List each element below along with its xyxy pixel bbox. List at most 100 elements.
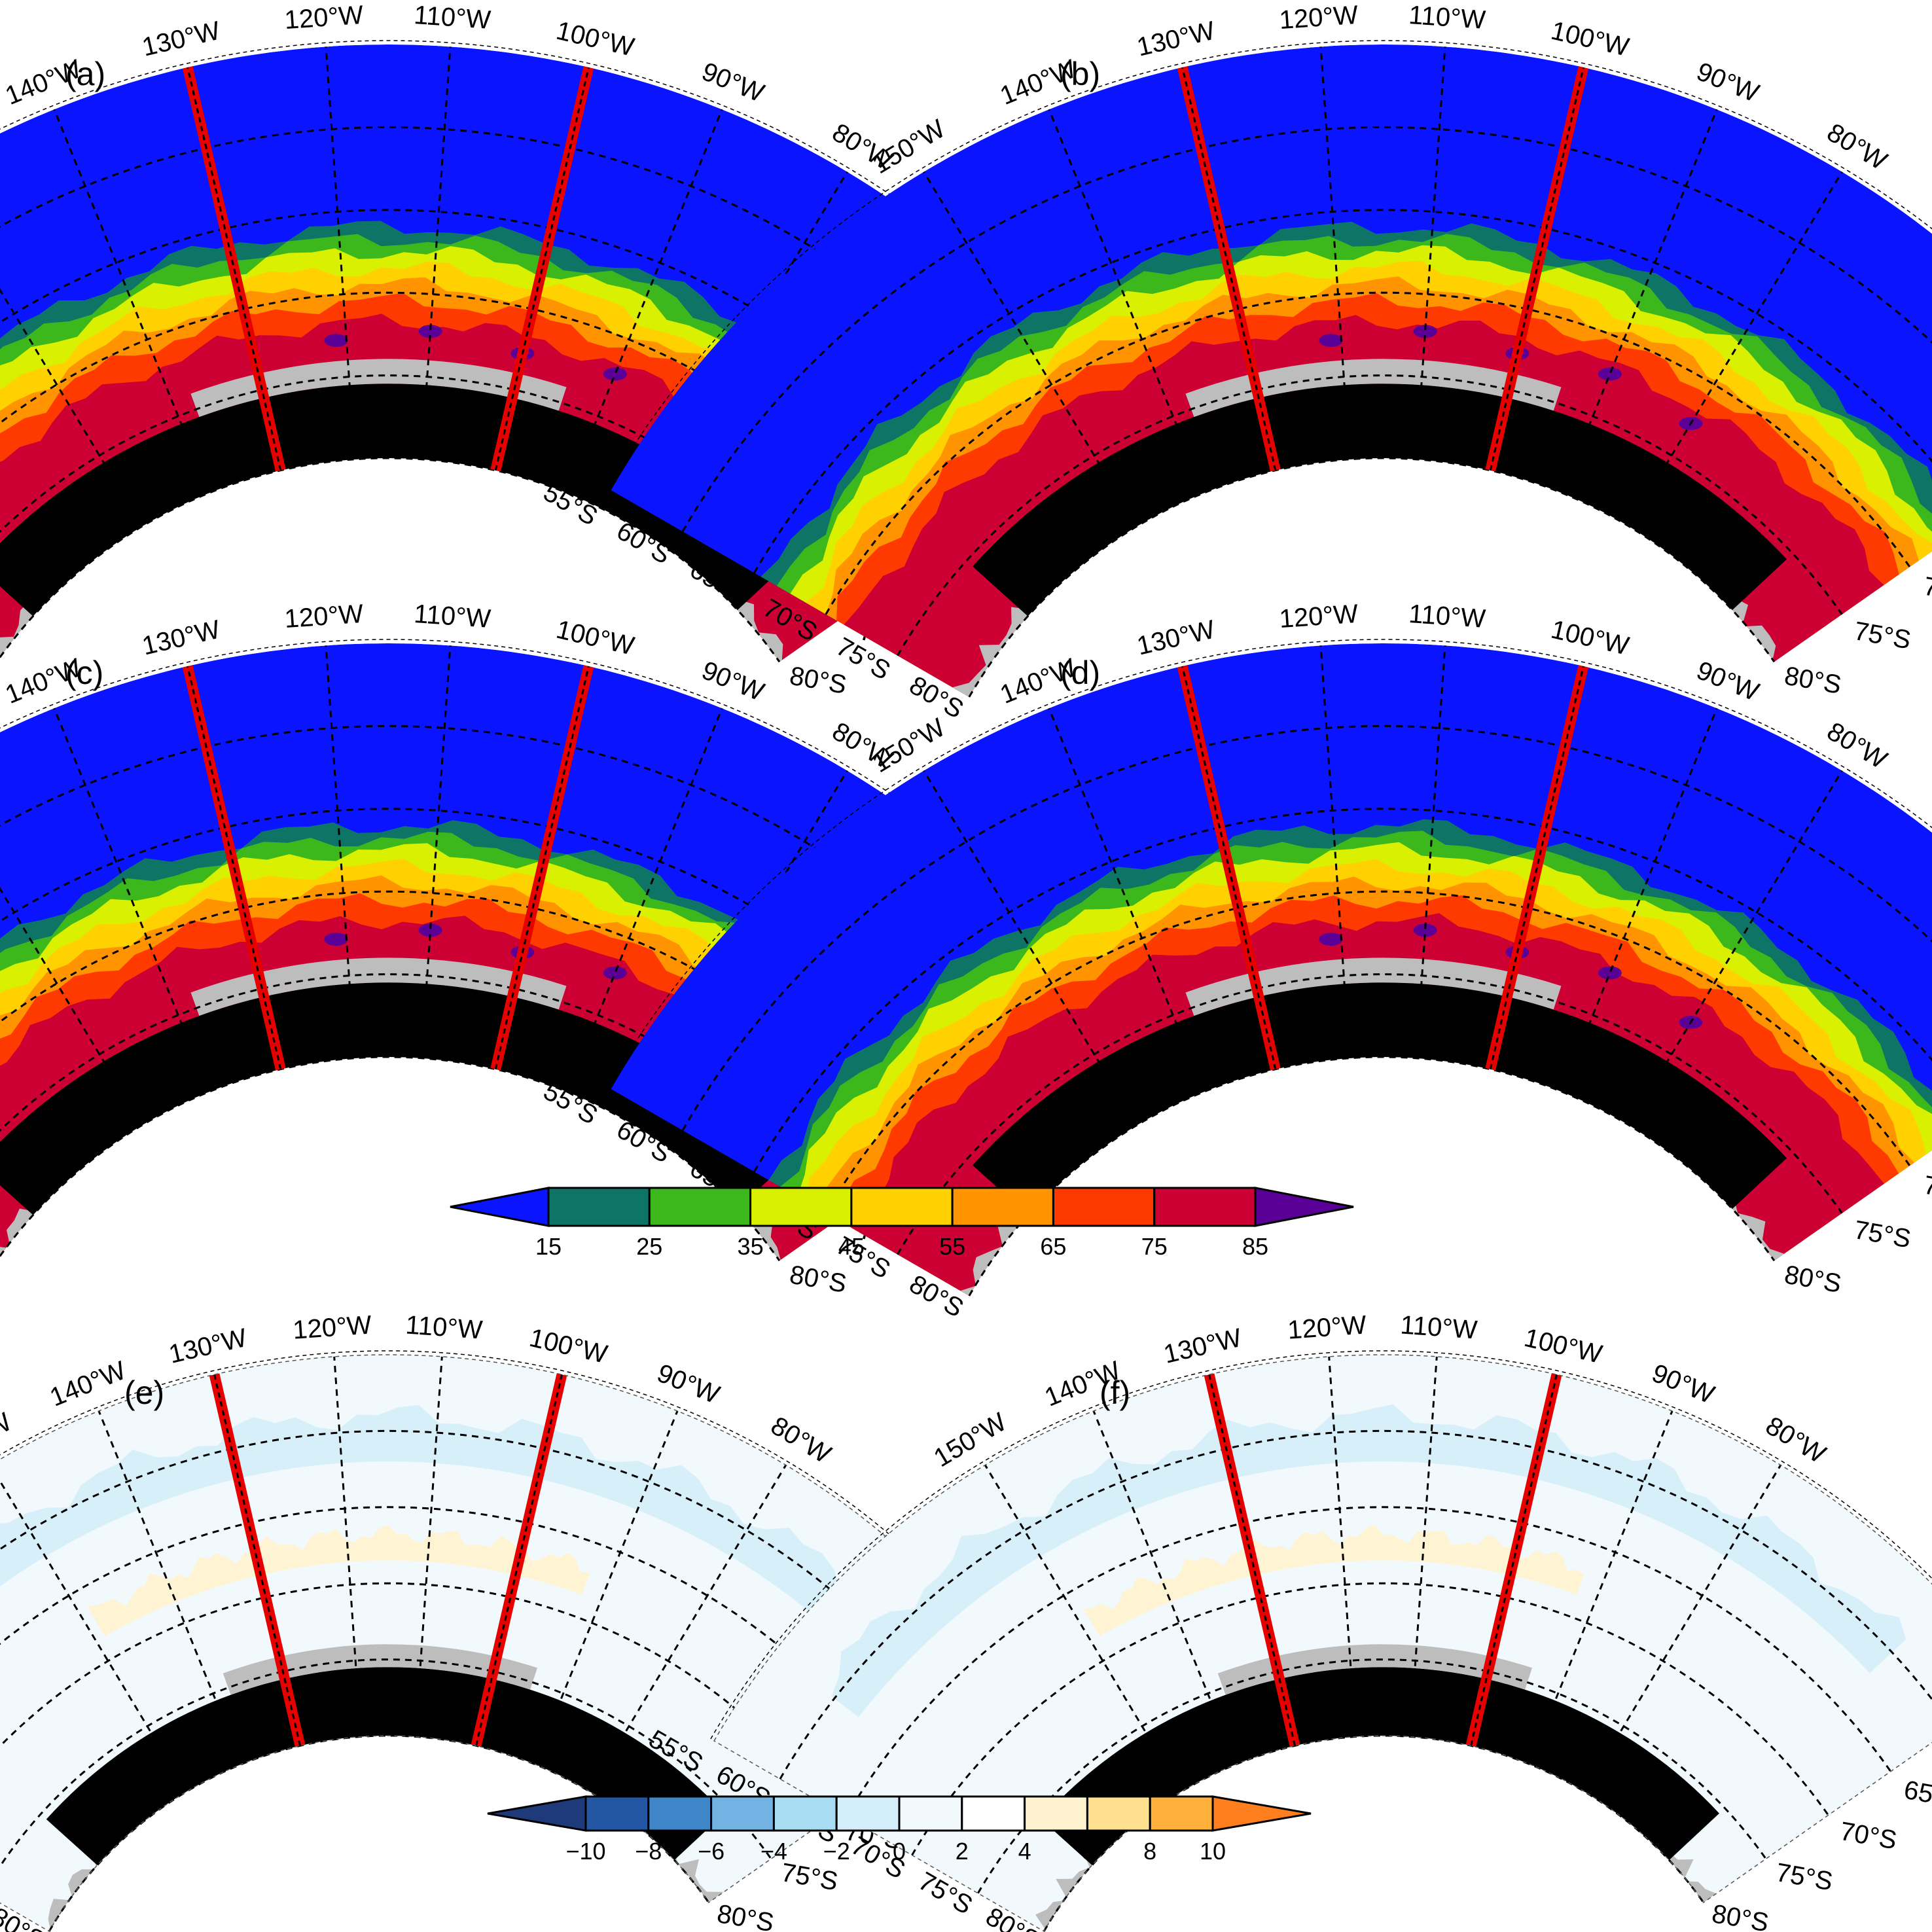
highlight-meridian xyxy=(209,1373,306,1747)
lon-label: 100°W xyxy=(554,615,637,661)
lon-label: 110°W xyxy=(404,1310,484,1344)
lon-label: 130°W xyxy=(139,16,223,62)
colorbar-swatch xyxy=(647,1795,713,1832)
ice-band xyxy=(0,313,887,697)
meridian-line xyxy=(1583,1464,1782,1793)
latitude-line xyxy=(911,1582,1829,1856)
positive-band xyxy=(87,1525,590,1637)
ice-band xyxy=(0,916,887,1296)
latitude-line xyxy=(0,1429,959,1728)
ice-patch xyxy=(1598,367,1622,381)
colorbar-swatch xyxy=(961,1795,1026,1832)
meridian-line xyxy=(1415,645,1446,1058)
latitude-line xyxy=(897,973,1843,1255)
meridian-line xyxy=(566,707,723,1092)
colorbar-tick-label: 75 xyxy=(1141,1233,1168,1260)
colorbar-swatch xyxy=(898,1795,963,1832)
colorbar-tick-label: 45 xyxy=(838,1233,865,1260)
antarctic-land xyxy=(972,384,1787,617)
positive-band xyxy=(1083,1524,1584,1637)
latitude-line xyxy=(753,209,1932,574)
latitude-line xyxy=(753,808,1932,1173)
meridian-line xyxy=(566,109,723,493)
highlight-meridian xyxy=(1465,1373,1562,1747)
lat-label-right: 75°S xyxy=(1851,617,1912,654)
negative-band xyxy=(831,1404,1906,1717)
antarctic-land xyxy=(0,384,793,617)
meridian-line xyxy=(53,707,210,1092)
colorbar-tick-label: −2 xyxy=(823,1838,850,1865)
lon-label: 110°W xyxy=(413,1,492,35)
lon-label: 100°W xyxy=(554,16,637,62)
ice-patch xyxy=(1598,966,1622,980)
ice-patch xyxy=(418,923,442,937)
lon-label: 130°W xyxy=(1134,615,1218,661)
latitude-line xyxy=(897,374,1843,656)
colorbar-tick-label: 0 xyxy=(893,1838,906,1865)
latitude-line xyxy=(0,1658,772,1869)
colorbar-tick-label: 25 xyxy=(636,1233,662,1260)
lat-label-right: 70°S xyxy=(1922,1171,1932,1209)
colorbar-swatch xyxy=(1086,1795,1151,1832)
meridian-line xyxy=(923,770,1138,1126)
ice-patch xyxy=(1413,923,1437,937)
antarctic-land xyxy=(0,982,793,1216)
meridian-line xyxy=(984,1464,1183,1793)
lon-label: 110°W xyxy=(1408,1,1487,35)
ice-band xyxy=(851,913,1884,1296)
meridian-line xyxy=(325,46,356,459)
meridian-line xyxy=(1319,46,1351,459)
meridian-line xyxy=(1409,1356,1438,1737)
lat-label-right: 70°S xyxy=(1838,1817,1899,1855)
latitude-line xyxy=(977,1658,1767,1894)
meridian-line xyxy=(1528,1410,1673,1765)
lon-label: 90°W xyxy=(698,656,768,707)
lon-label: 120°W xyxy=(292,1310,373,1344)
latitude-line xyxy=(825,291,1911,615)
lon-label: 130°W xyxy=(166,1323,250,1369)
colorbar-swatch xyxy=(1052,1187,1156,1227)
ice-shelf-edge xyxy=(1185,359,1562,418)
lon-label: 130°W xyxy=(1161,1323,1245,1369)
ice-patch xyxy=(1319,334,1343,348)
colorbar-tick-label: −4 xyxy=(760,1838,787,1865)
meridian-line xyxy=(533,1410,679,1765)
colorbar-swatch xyxy=(951,1187,1054,1227)
ice-patch xyxy=(324,933,348,946)
ice-patch xyxy=(603,966,627,980)
lon-label: 100°W xyxy=(527,1323,611,1369)
colorbar-tick-label: 15 xyxy=(535,1233,562,1260)
colorbar-tick-label: 55 xyxy=(939,1233,965,1260)
lon-label: 130°W xyxy=(139,615,223,661)
meridian-line xyxy=(1048,707,1205,1092)
meridian-line xyxy=(0,887,143,1126)
meridian-line xyxy=(1319,645,1351,1058)
highlight-meridian xyxy=(1204,1373,1300,1747)
meridian-line xyxy=(1092,1410,1238,1765)
colorbar-swatch xyxy=(547,1187,651,1227)
lat-label-right: 75°S xyxy=(1774,1858,1834,1896)
lon-label: 100°W xyxy=(1548,615,1632,661)
lon-label: 120°W xyxy=(283,599,365,634)
meridian-line xyxy=(1328,1356,1357,1737)
ice-patch xyxy=(324,334,348,348)
meridian-line xyxy=(420,645,452,1058)
panel-label: (c) xyxy=(65,654,103,691)
meridian-line xyxy=(333,1356,362,1737)
colorbar-swatch xyxy=(835,1795,901,1832)
meridian-line xyxy=(325,645,356,1058)
ice-patch xyxy=(1319,933,1343,946)
meridian-line xyxy=(1048,109,1205,493)
colorbar-arrow-high xyxy=(1254,1187,1354,1227)
colorbar-swatch xyxy=(710,1795,775,1832)
lon-label: 120°W xyxy=(1278,599,1359,634)
colorbar-tick-label: 10 xyxy=(1200,1838,1226,1865)
colorbar-tick-label: −8 xyxy=(635,1838,662,1865)
meridian-line xyxy=(98,1410,243,1765)
colorbar-main: 15 25 35 45 55 65 75 85 xyxy=(450,1187,1354,1260)
ice-shelf-edge xyxy=(190,359,567,418)
colorbar-tick-label: 6 xyxy=(1081,1838,1094,1865)
colorbar-tick-label: 35 xyxy=(738,1233,764,1260)
